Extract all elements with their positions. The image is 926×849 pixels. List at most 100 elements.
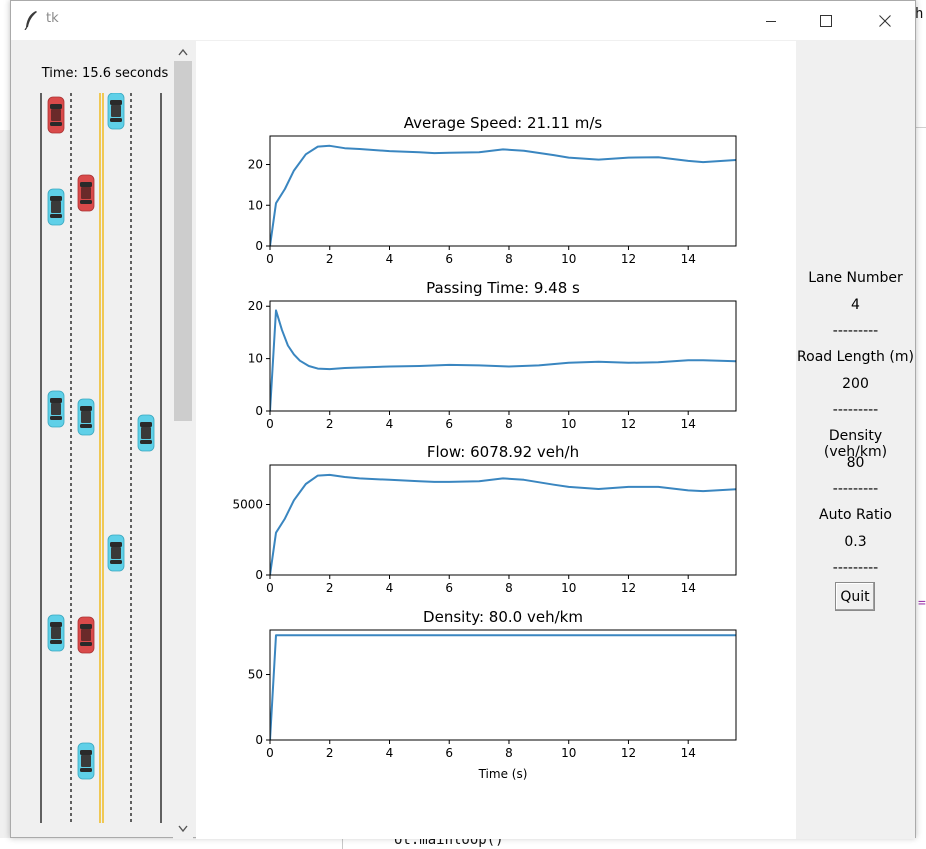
feather-icon (24, 11, 37, 30)
minimize-button[interactable] (748, 1, 794, 40)
density-value: 80 (846, 455, 865, 471)
chart-title: Density: 80.0 veh/km (423, 608, 583, 626)
y-tick-label: 50 (248, 668, 263, 682)
auto-ratio-label: Auto Ratio (819, 507, 892, 523)
auto-car (77, 742, 95, 780)
lane-number-label: Lane Number (808, 270, 903, 286)
background-text: h (915, 6, 924, 22)
separator: --------- (832, 560, 879, 576)
chart-title: Passing Time: 9.48 s (426, 279, 580, 297)
auto-car (47, 188, 65, 226)
x-tick-label: 14 (681, 746, 696, 760)
separator: --------- (832, 402, 879, 418)
y-tick-label: 0 (255, 404, 263, 418)
x-tick-label: 8 (505, 746, 513, 760)
x-tick-label: 0 (266, 417, 274, 431)
minimize-icon (766, 20, 776, 22)
auto-ratio-value: 0.3 (844, 534, 867, 550)
x-tick-label: 14 (681, 581, 696, 595)
lane-number-value: 4 (851, 297, 860, 313)
title-bar[interactable]: tk (11, 1, 915, 40)
series-line (270, 473, 736, 575)
y-tick-label: 10 (248, 198, 263, 212)
time-label: Time: 15.6 seconds (41, 66, 169, 81)
chart-title: Flow: 6078.92 veh/h (427, 443, 579, 461)
x-tick-label: 10 (561, 417, 576, 431)
quit-button[interactable]: Quit (835, 582, 875, 611)
x-tick-label: 2 (326, 252, 334, 266)
y-tick-label: 5000 (232, 497, 263, 511)
axes-frame (269, 135, 737, 247)
chart-2: Passing Time: 9.48 s 0 2 4 6 8 10 12 14 0 10 20 (248, 279, 737, 431)
separator: --------- (832, 323, 879, 339)
x-tick-label: 10 (561, 746, 576, 760)
scroll-up-icon (178, 48, 188, 56)
auto-car (77, 398, 95, 436)
scrollbar-thumb (174, 61, 192, 421)
y-tick-label: 10 (248, 352, 263, 366)
x-tick-label: 14 (681, 252, 696, 266)
road-length-value: 200 (842, 376, 869, 392)
road-canvas: Time: 15.6 seconds (26, 41, 174, 831)
y-tick-label: 20 (248, 158, 263, 172)
x-tick-label: 6 (445, 581, 453, 595)
x-tick-label: 0 (266, 252, 274, 266)
x-tick-label: 2 (326, 746, 334, 760)
density-label: Density (veh/km) (823, 428, 888, 460)
plots-figure: Average Speed: 21.11 m/s0 2 4 6 8 10 12 1401020… (232, 114, 737, 781)
auto-car (47, 614, 65, 652)
parameter-panel: Lane Number 4 --------- Road Length (m) … (796, 41, 915, 839)
x-tick-label: 2 (326, 417, 334, 431)
x-tick-label: 10 (561, 581, 576, 595)
x-tick-label: 6 (445, 746, 453, 760)
scrollbar-graphic (174, 48, 192, 833)
series-line (270, 309, 736, 411)
axes-frame (269, 629, 737, 741)
x-axis-label: Time (s) (478, 767, 528, 781)
axes-frame (269, 464, 737, 576)
y-tick-label: 0 (255, 239, 263, 253)
x-tick-label: 4 (386, 581, 394, 595)
x-tick-label: 12 (621, 581, 636, 595)
y-tick-label: 0 (255, 568, 263, 582)
x-tick-label: 6 (445, 252, 453, 266)
x-tick-label: 8 (505, 581, 513, 595)
chart-title: Average Speed: 21.11 m/s (404, 114, 603, 132)
background-divider (916, 127, 926, 128)
chart-3: Flow: 6078.92 veh/h 0 2 4 6 8 10 12 14 0 5000 (232, 443, 737, 595)
maximize-icon (820, 14, 832, 27)
x-tick-label: 12 (621, 746, 636, 760)
auto-car (137, 414, 155, 452)
axes-frame (269, 300, 737, 412)
series-line (270, 144, 736, 246)
x-tick-label: 12 (621, 252, 636, 266)
x-tick-label: 6 (445, 417, 453, 431)
scroll-down-icon (178, 825, 188, 833)
x-tick-label: 10 (561, 252, 576, 266)
x-tick-label: 0 (266, 746, 274, 760)
x-tick-label: 12 (621, 417, 636, 431)
series-line (270, 634, 736, 740)
chart-1: Average Speed: 21.11 m/s 0 2 4 6 8 10 12 14 0 10 20 (248, 114, 737, 266)
y-tick-label: 20 (248, 299, 263, 313)
x-tick-label: 4 (386, 417, 394, 431)
close-button[interactable] (862, 1, 908, 40)
background-right (916, 0, 926, 849)
auto-car (107, 534, 125, 572)
background-mark: = (918, 596, 926, 611)
x-tick-label: 4 (386, 746, 394, 760)
x-tick-label: 0 (266, 581, 274, 595)
background-bottom (0, 838, 926, 849)
background-separator (342, 838, 343, 849)
chart-4: Density: 80.0 veh/km 0 2 4 6 8 10 12 14 0 50 Time (… (248, 608, 737, 781)
maximize-button[interactable] (803, 1, 849, 40)
human-car (77, 616, 95, 654)
close-icon (879, 14, 891, 27)
human-car (47, 96, 65, 134)
x-tick-label: 8 (505, 252, 513, 266)
plot-canvas: Average Speed: 21.11 m/s 0 2 4 6 8 10 12 14 0 10 20… (196, 41, 796, 839)
auto-car (47, 390, 65, 428)
vertical-scrollbar[interactable] (173, 41, 193, 839)
auto-car (107, 93, 125, 130)
road-length-label: Road Length (m) (797, 349, 914, 365)
